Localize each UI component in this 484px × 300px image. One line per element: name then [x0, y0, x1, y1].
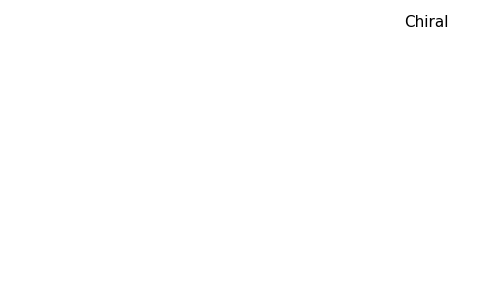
Text: Chiral: Chiral	[404, 15, 448, 30]
